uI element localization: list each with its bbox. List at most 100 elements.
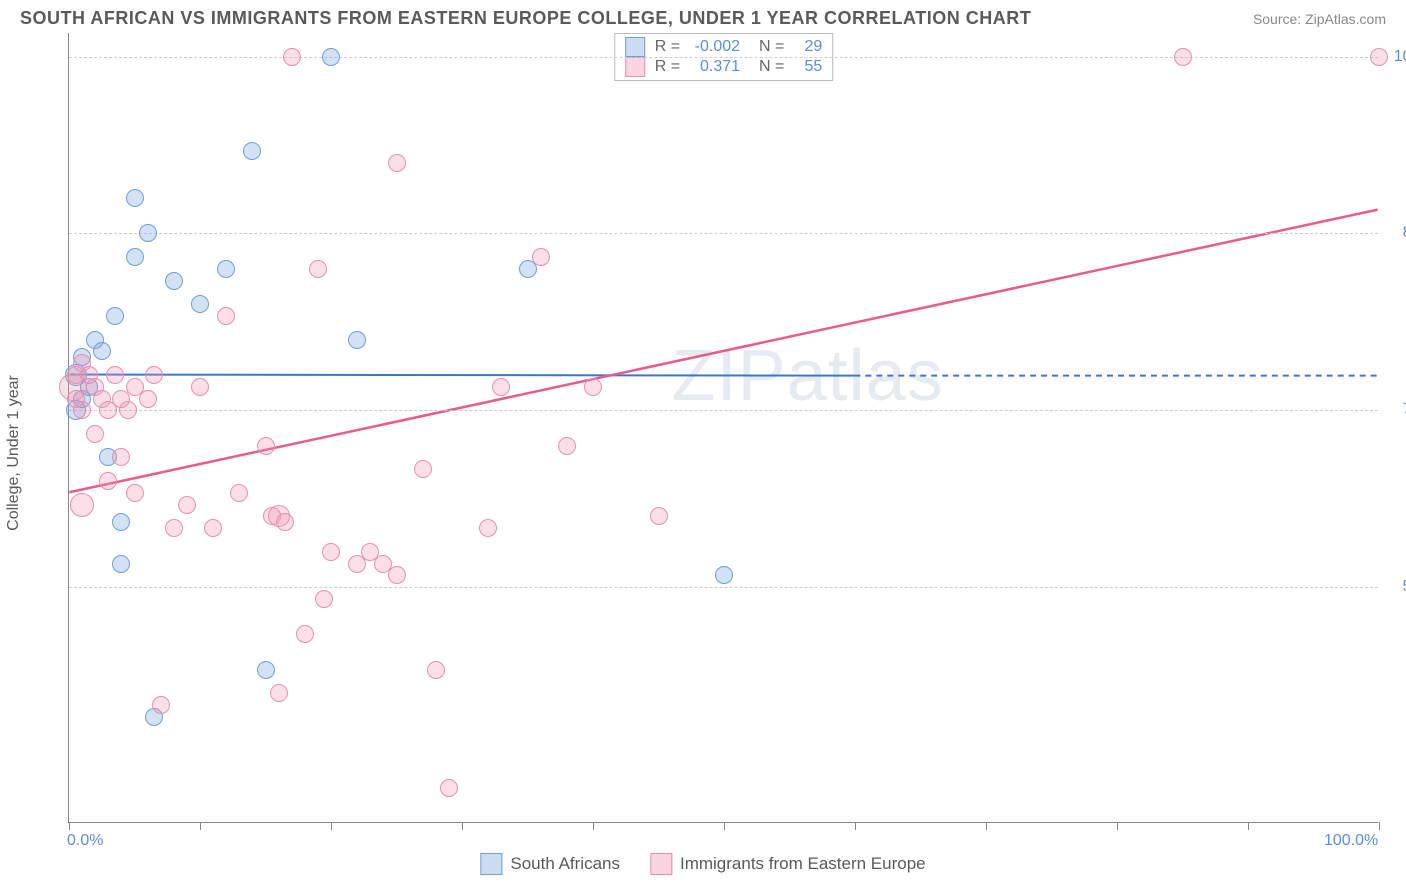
- data-point: [283, 48, 301, 66]
- data-point: [112, 513, 130, 531]
- y-axis-label: College, Under 1 year: [5, 375, 23, 531]
- legend-swatch: [480, 853, 502, 875]
- data-point: [126, 248, 144, 266]
- data-point: [309, 260, 327, 278]
- x-tick: [724, 822, 725, 830]
- data-point: [93, 342, 111, 360]
- data-point: [165, 519, 183, 537]
- data-point: [126, 484, 144, 502]
- data-point: [70, 493, 94, 517]
- data-point: [257, 437, 275, 455]
- chart-title: SOUTH AFRICAN VS IMMIGRANTS FROM EASTERN…: [20, 8, 1031, 29]
- legend-n-value: 29: [794, 38, 822, 56]
- x-tick: [1117, 822, 1118, 830]
- data-point: [152, 696, 170, 714]
- data-point: [106, 307, 124, 325]
- data-point: [276, 513, 294, 531]
- data-point: [99, 472, 117, 490]
- y-tick-label: 100.0%: [1388, 48, 1406, 66]
- x-axis-label: 0.0%: [67, 832, 103, 850]
- data-point: [106, 366, 124, 384]
- data-point: [322, 543, 340, 561]
- y-tick-label: 55.0%: [1388, 578, 1406, 596]
- legend-n-label: N =: [750, 58, 784, 76]
- plot-region: ZIPatlas R = -0.002 N = 29R = 0.371 N = 55 5…: [68, 33, 1378, 823]
- legend-n-value: 55: [794, 58, 822, 76]
- x-tick: [331, 822, 332, 830]
- trend-lines: [69, 33, 1378, 822]
- data-point: [139, 390, 157, 408]
- data-point: [1174, 48, 1192, 66]
- x-tick: [1379, 822, 1380, 830]
- data-point: [73, 401, 91, 419]
- legend-r-value: 0.371: [690, 58, 740, 76]
- x-tick: [986, 822, 987, 830]
- data-point: [165, 272, 183, 290]
- x-tick: [593, 822, 594, 830]
- chart-header: SOUTH AFRICAN VS IMMIGRANTS FROM EASTERN…: [0, 0, 1406, 33]
- data-point: [217, 260, 235, 278]
- y-tick-label: 85.0%: [1388, 224, 1406, 242]
- data-point: [296, 625, 314, 643]
- data-point: [348, 331, 366, 349]
- legend-item: Immigrants from Eastern Europe: [650, 853, 926, 875]
- legend-row: R = 0.371 N = 55: [625, 57, 823, 77]
- source-label: Source: ZipAtlas.com: [1253, 11, 1386, 27]
- data-point: [650, 507, 668, 525]
- data-point: [191, 378, 209, 396]
- data-point: [119, 401, 137, 419]
- legend-label: Immigrants from Eastern Europe: [680, 854, 926, 874]
- data-point: [217, 307, 235, 325]
- data-point: [270, 684, 288, 702]
- data-point: [532, 248, 550, 266]
- data-point: [322, 48, 340, 66]
- data-point: [204, 519, 222, 537]
- data-point: [584, 378, 602, 396]
- data-point: [86, 425, 104, 443]
- data-point: [230, 484, 248, 502]
- chart-area: College, Under 1 year ZIPatlas R =-0.002…: [20, 33, 1386, 873]
- data-point: [427, 661, 445, 679]
- data-point: [178, 496, 196, 514]
- legend-item: South Africans: [480, 853, 620, 875]
- legend-row: R = -0.002 N = 29: [625, 37, 823, 57]
- data-point: [388, 566, 406, 584]
- data-point: [492, 378, 510, 396]
- data-point: [388, 154, 406, 172]
- data-point: [440, 779, 458, 797]
- gridline: [69, 233, 1378, 234]
- data-point: [145, 366, 163, 384]
- legend-r-label: R =: [655, 58, 680, 76]
- data-point: [257, 661, 275, 679]
- data-point: [715, 566, 733, 584]
- x-tick: [855, 822, 856, 830]
- legend-swatch: [625, 37, 645, 57]
- data-point: [126, 189, 144, 207]
- data-point: [191, 295, 209, 313]
- data-point: [315, 590, 333, 608]
- x-axis-label: 100.0%: [1324, 832, 1378, 850]
- data-point: [1370, 48, 1388, 66]
- data-point: [479, 519, 497, 537]
- data-point: [558, 437, 576, 455]
- gridline: [69, 587, 1378, 588]
- y-tick-label: 70.0%: [1388, 401, 1406, 419]
- legend-swatch: [650, 853, 672, 875]
- data-point: [112, 448, 130, 466]
- x-tick: [1248, 822, 1249, 830]
- legend-swatch: [625, 57, 645, 77]
- legend-r-label: R =: [655, 38, 680, 56]
- gridline: [69, 410, 1378, 411]
- legend-r-value: -0.002: [690, 38, 740, 56]
- x-tick: [200, 822, 201, 830]
- watermark: ZIPatlas: [672, 335, 944, 417]
- data-point: [414, 460, 432, 478]
- data-point: [243, 142, 261, 160]
- data-point: [139, 224, 157, 242]
- legend-label: South Africans: [510, 854, 620, 874]
- legend-n-label: N =: [750, 38, 784, 56]
- x-tick: [462, 822, 463, 830]
- series-legend: South Africans Immigrants from Eastern Eu…: [480, 853, 925, 875]
- data-point: [112, 555, 130, 573]
- x-tick: [69, 822, 70, 830]
